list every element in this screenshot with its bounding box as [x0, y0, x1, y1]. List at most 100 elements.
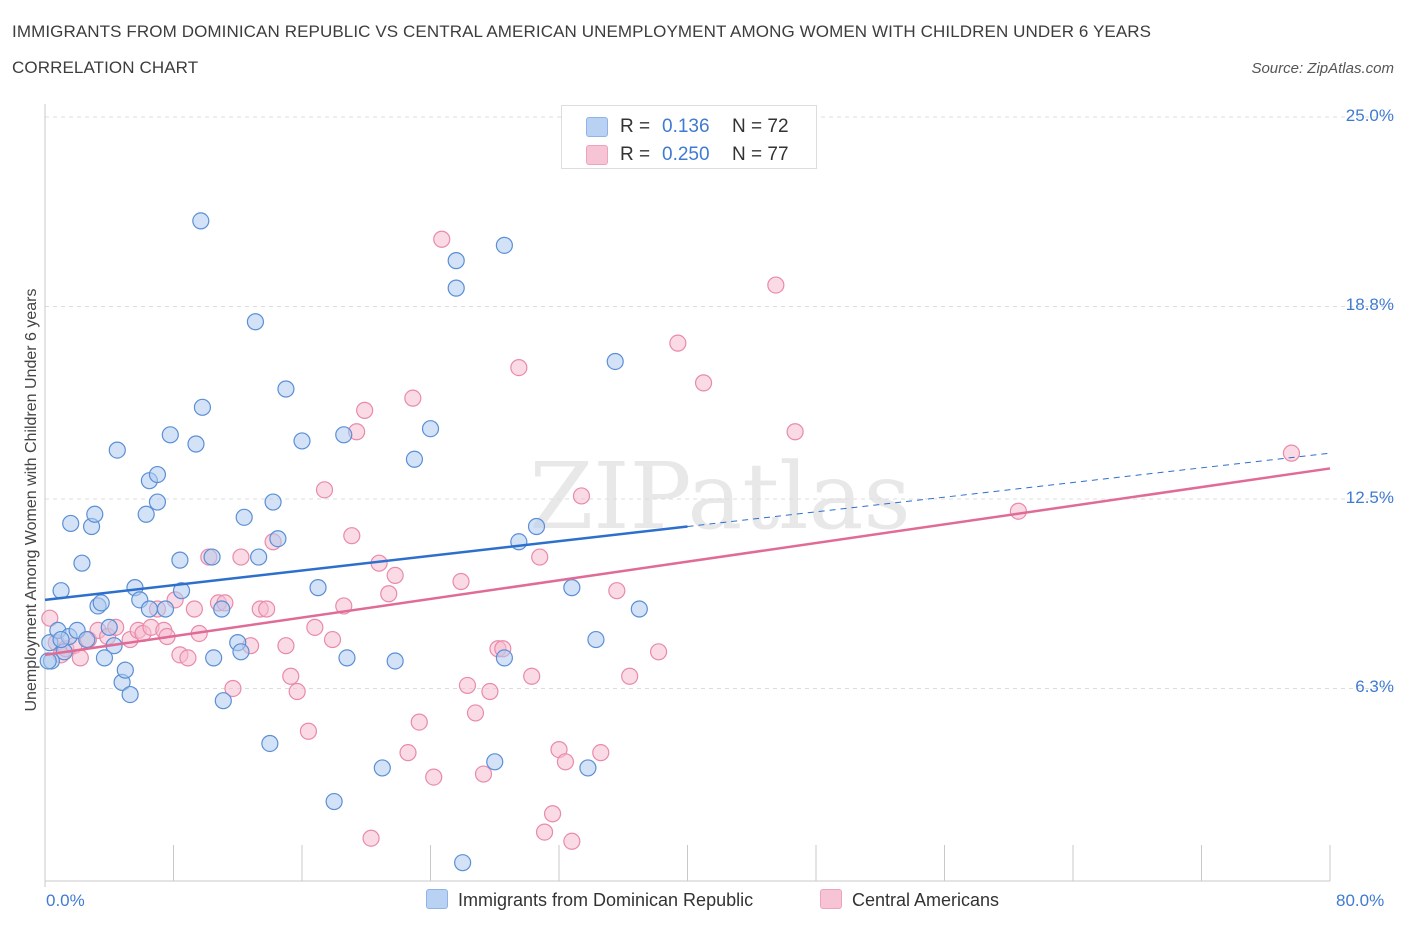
- central-americans-point: [232, 548, 250, 566]
- legend-label: Immigrants from Dominican Republic: [458, 890, 754, 910]
- dominican-point: [137, 505, 155, 523]
- central-americans-point: [767, 276, 785, 294]
- dominican-point: [264, 493, 282, 511]
- legend-label: Central Americans: [852, 890, 1000, 910]
- central-americans-point: [621, 667, 639, 685]
- legend-r-label: R =: [620, 116, 651, 137]
- dominican-point: [587, 630, 605, 649]
- trend-lines: [44, 452, 1331, 657]
- dominican-point: [386, 652, 404, 670]
- central-americans-point: [71, 649, 89, 667]
- dominican-point: [454, 854, 472, 872]
- central-americans-point: [323, 630, 342, 649]
- central-americans-point: [282, 667, 300, 685]
- dominican-trend-line: [44, 525, 688, 602]
- central-americans-point: [224, 679, 242, 698]
- dominican-point: [261, 734, 279, 753]
- central-americans-point: [356, 401, 374, 419]
- central-americans-point: [306, 618, 324, 636]
- central-americans-point: [410, 713, 428, 731]
- y-tick-label: 25.0%: [1345, 106, 1394, 125]
- grid-lines: [45, 116, 1392, 689]
- legend-item-central: Central Americans: [820, 889, 999, 911]
- legend-swatch-pink: [820, 889, 842, 909]
- central-americans-point: [474, 765, 493, 783]
- dominican-point: [338, 649, 356, 667]
- central-americans-point: [523, 667, 541, 685]
- dominican-point: [108, 441, 126, 459]
- chart-title: IMMIGRANTS FROM DOMINICAN REPUBLIC VS CE…: [12, 22, 1152, 77]
- dominican-point: [39, 652, 57, 670]
- dominican-point: [373, 759, 391, 777]
- legend-swatch-blue: [426, 889, 448, 909]
- legend-item-dominican: Immigrants from Dominican Republic: [426, 889, 753, 911]
- central-americans-point: [288, 682, 306, 701]
- central-americans-point: [466, 704, 485, 722]
- central-americans-point: [531, 548, 549, 566]
- dominican-point: [486, 753, 504, 771]
- dominican-point: [171, 551, 189, 569]
- correlation-legend: R = 0.136 N = 72 R = 0.250 N = 77: [561, 105, 817, 169]
- watermark: ZIPatlas: [529, 443, 910, 550]
- dominican-point: [214, 692, 232, 710]
- legend-r-value: 0.250: [662, 144, 710, 165]
- central-americans-point: [694, 374, 713, 392]
- x-tick-min: 0.0%: [46, 891, 85, 910]
- central-americans-point: [1009, 502, 1027, 520]
- legend-n-value: N = 77: [732, 144, 789, 165]
- central-americans-point: [543, 805, 562, 823]
- dominican-point: [78, 630, 96, 649]
- central-americans-point: [481, 682, 499, 701]
- dominican-point: [606, 352, 624, 371]
- central-americans-point: [433, 230, 451, 248]
- x-tick-max: 80.0%: [1336, 891, 1385, 910]
- dominican-point: [421, 420, 440, 438]
- dominican-point: [213, 600, 231, 618]
- dominican-point: [52, 630, 70, 649]
- dominican-point: [269, 530, 287, 548]
- central-americans-point: [1282, 444, 1301, 462]
- legend-swatch-blue: [586, 117, 608, 137]
- y-tick-label: 12.5%: [1345, 488, 1394, 507]
- dominican-point: [447, 252, 465, 270]
- central-americans-point: [362, 829, 380, 847]
- dominican-point: [246, 313, 265, 331]
- central-americans-point: [572, 487, 591, 505]
- source-label: Source: ZipAtlas.com: [1251, 60, 1394, 77]
- dominican-point: [203, 548, 221, 566]
- dominican-point: [193, 398, 212, 416]
- central-americans-point: [399, 744, 417, 762]
- central-americans-point: [786, 423, 804, 441]
- dominican-trend-extension: [687, 452, 1331, 528]
- central-americans-trend-line: [44, 467, 1331, 657]
- central-americans-point: [563, 832, 581, 850]
- dominican-point: [405, 450, 424, 468]
- legend-n-value: N = 72: [732, 116, 789, 137]
- dominican-point: [205, 649, 223, 667]
- dominican-point: [100, 618, 118, 636]
- legend-r-value: 0.136: [662, 116, 710, 137]
- dominican-point: [92, 594, 110, 612]
- y-tick-label: 18.8%: [1345, 295, 1394, 315]
- axes: [44, 104, 1331, 887]
- central-americans-point: [669, 334, 687, 352]
- dominican-point: [192, 212, 210, 230]
- dominican-point: [563, 579, 581, 597]
- central-americans-point: [41, 609, 59, 627]
- central-americans-point: [299, 722, 318, 740]
- dominican-point: [121, 685, 139, 704]
- dominican-point: [172, 582, 191, 600]
- dominican-point: [62, 514, 80, 533]
- dominican-point: [447, 279, 465, 297]
- central-americans-point: [404, 389, 422, 407]
- central-americans-point: [179, 649, 197, 667]
- dominican-point: [187, 435, 205, 453]
- dominican-point: [335, 426, 353, 444]
- central-americans-point: [608, 582, 626, 600]
- dominican-point: [277, 380, 295, 398]
- dominican-point: [116, 661, 134, 679]
- legend-swatch-pink: [586, 145, 608, 165]
- dominican-point: [235, 508, 253, 526]
- dominican-point: [293, 432, 311, 450]
